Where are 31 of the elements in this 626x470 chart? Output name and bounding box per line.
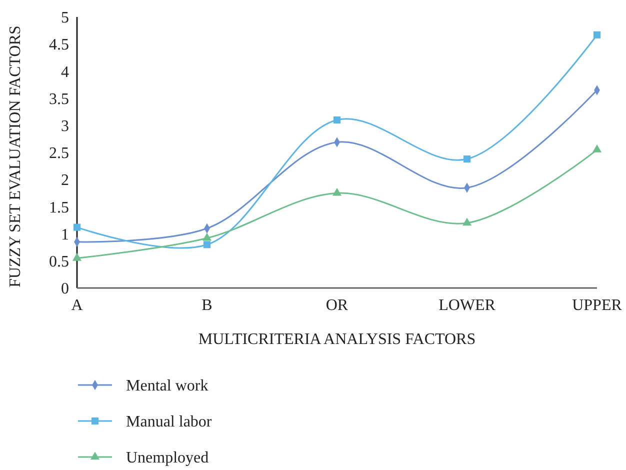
y-tick-label: 4: [61, 64, 69, 81]
point: [202, 232, 212, 241]
y-tick-label: 2.5: [49, 145, 69, 162]
point: [332, 188, 342, 196]
point: [462, 218, 472, 226]
point: [592, 144, 602, 152]
x-axis-title: MULTICRITERIA ANALYSIS FACTORS: [198, 331, 476, 348]
legend-label: Mental work: [126, 378, 208, 395]
point: [333, 116, 341, 124]
y-tick-label: 1.5: [49, 199, 69, 216]
x-tick-label: LOWER: [438, 297, 496, 314]
y-tick-label: 1: [61, 226, 69, 244]
y-tick-label: 3: [61, 118, 69, 135]
y-tick-label: 5: [61, 10, 69, 27]
point: [73, 224, 81, 231]
point: [593, 31, 601, 38]
y-tick-label: 0.5: [49, 254, 69, 270]
x-tick-label: B: [202, 297, 212, 314]
legend-label: Unemployed: [126, 450, 209, 467]
y-tick-label: 2: [61, 172, 69, 190]
point: [203, 241, 211, 248]
y-tick-label: 3.5: [49, 90, 69, 108]
x-tick-label: UPPER: [572, 297, 622, 314]
x-tick-label: A: [71, 297, 84, 314]
y-tick-label: 0: [61, 280, 69, 298]
x-tick-label: OR: [326, 297, 348, 314]
y-axis-title: FUZZY SET EVALUATION FACTORS: [7, 26, 24, 288]
legend-label: Manual labor: [126, 414, 212, 431]
point: [463, 155, 471, 163]
y-tick-label: 4.5: [49, 36, 69, 54]
point: [72, 252, 82, 261]
